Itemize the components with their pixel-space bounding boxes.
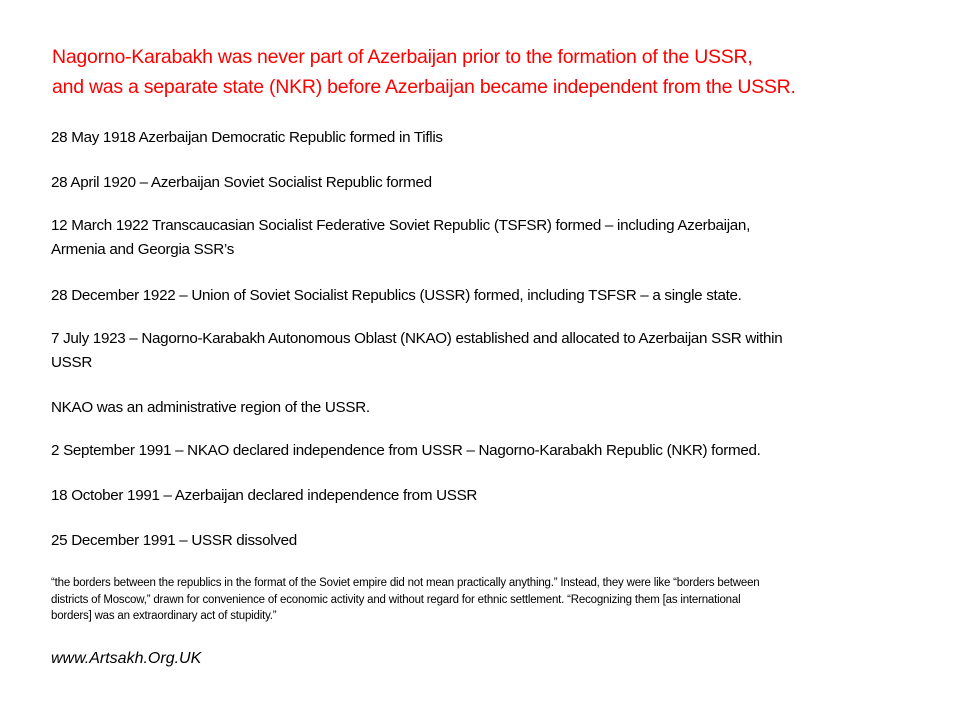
timeline-item: 18 October 1991 – Azerbaijan declared in… — [51, 484, 477, 508]
timeline-text: Armenia and Georgia SSR’s — [51, 241, 235, 258]
website-link[interactable]: www.Artsakh.Org.UK — [51, 650, 202, 667]
quote-line: borders] was an extraordinary act of stu… — [51, 610, 277, 622]
quote-block: “the borders between the republics in th… — [51, 575, 760, 625]
timeline-text: 28 December 1922 – Union of Soviet Socia… — [51, 287, 742, 304]
timeline-item: 28 April 1920 – Azerbaijan Soviet Social… — [51, 171, 432, 195]
timeline-text: 18 October 1991 – Azerbaijan declared in… — [51, 487, 478, 504]
timeline-text: NKAO was an administrative region of the… — [51, 399, 370, 416]
quote-line: districts of Moscow,” drawn for convenie… — [51, 593, 741, 606]
heading-line: Nagorno-Karabakh was never part of Azerb… — [52, 46, 753, 68]
timeline-text: USSR — [51, 354, 92, 371]
timeline-text: 28 April 1920 – Azerbaijan Soviet Social… — [51, 174, 432, 191]
timeline-text: 12 March 1922 Transcaucasian Socialist F… — [51, 217, 751, 234]
timeline-item: 28 December 1922 – Union of Soviet Socia… — [51, 284, 742, 308]
timeline-item: NKAO was an administrative region of the… — [51, 396, 370, 420]
timeline-item: 12 March 1922 Transcaucasian Socialist F… — [51, 214, 750, 262]
slide-heading: Nagorno-Karabakh was never part of Azerb… — [52, 42, 796, 102]
timeline-text: 28 May 1918 Azerbaijan Democratic Republ… — [51, 129, 443, 146]
timeline-item: 25 December 1991 – USSR dissolved — [51, 529, 297, 553]
timeline-text: 2 September 1991 – NKAO declared indepen… — [51, 442, 761, 459]
quote-line: “the borders between the republics in th… — [51, 577, 760, 589]
timeline-text: 25 December 1991 – USSR dissolved — [51, 532, 297, 549]
timeline-text: 7 July 1923 – Nagorno-Karabakh Autonomou… — [51, 330, 783, 347]
heading-line: and was a separate state (NKR) before Az… — [52, 76, 796, 98]
timeline-item: 28 May 1918 Azerbaijan Democratic Republ… — [51, 126, 443, 150]
timeline-item: 2 September 1991 – NKAO declared indepen… — [51, 439, 761, 463]
timeline-item: 7 July 1923 – Nagorno-Karabakh Autonomou… — [51, 327, 783, 375]
